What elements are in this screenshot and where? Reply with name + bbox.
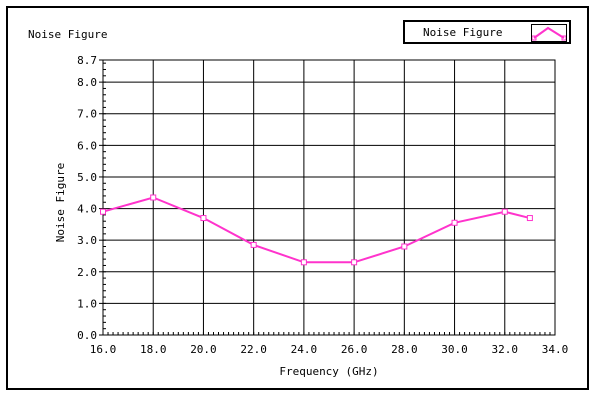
data-point <box>451 219 458 226</box>
legend: Noise Figure <box>403 20 571 44</box>
series-line <box>102 196 531 264</box>
x-tick-label: 28.0 <box>391 343 418 356</box>
y-tick-label: 8.7 <box>77 54 97 67</box>
x-tick-label: 18.0 <box>140 343 167 356</box>
y-tick-label: 5.0 <box>77 171 97 184</box>
x-tick-label: 32.0 <box>492 343 519 356</box>
x-tick-label: 30.0 <box>441 343 468 356</box>
x-axis-label: Frequency (GHz) <box>279 365 378 378</box>
y-tick-label: 2.0 <box>77 266 97 279</box>
x-tick-label: 26.0 <box>341 343 368 356</box>
chart-title: Noise Figure <box>28 28 108 41</box>
y-tick-label: 0.0 <box>77 329 97 342</box>
data-point <box>100 208 106 215</box>
legend-label: Noise Figure <box>423 26 503 39</box>
x-tick-label: 24.0 <box>291 343 318 356</box>
y-tick-label: 1.0 <box>77 297 97 310</box>
data-point <box>401 243 408 250</box>
x-tick-label: 22.0 <box>240 343 267 356</box>
y-tick-label: 6.0 <box>77 139 97 152</box>
y-tick-label: 8.0 <box>77 76 97 89</box>
y-tick-label: 4.0 <box>77 203 97 216</box>
y-axis-label: Noise Figure <box>54 163 67 242</box>
data-point <box>351 259 358 266</box>
data-point <box>200 215 207 222</box>
data-point <box>300 259 307 266</box>
y-tick-label: 3.0 <box>77 234 97 247</box>
x-tick-label: 34.0 <box>542 343 569 356</box>
data-point <box>250 241 257 248</box>
legend-swatch <box>531 24 567 42</box>
data-point <box>150 194 157 201</box>
x-tick-label: 20.0 <box>190 343 217 356</box>
plot-border <box>102 59 556 336</box>
data-point <box>501 208 508 215</box>
y-tick-label: 7.0 <box>77 108 97 121</box>
data-point <box>526 215 533 222</box>
x-tick-label: 16.0 <box>90 343 117 356</box>
